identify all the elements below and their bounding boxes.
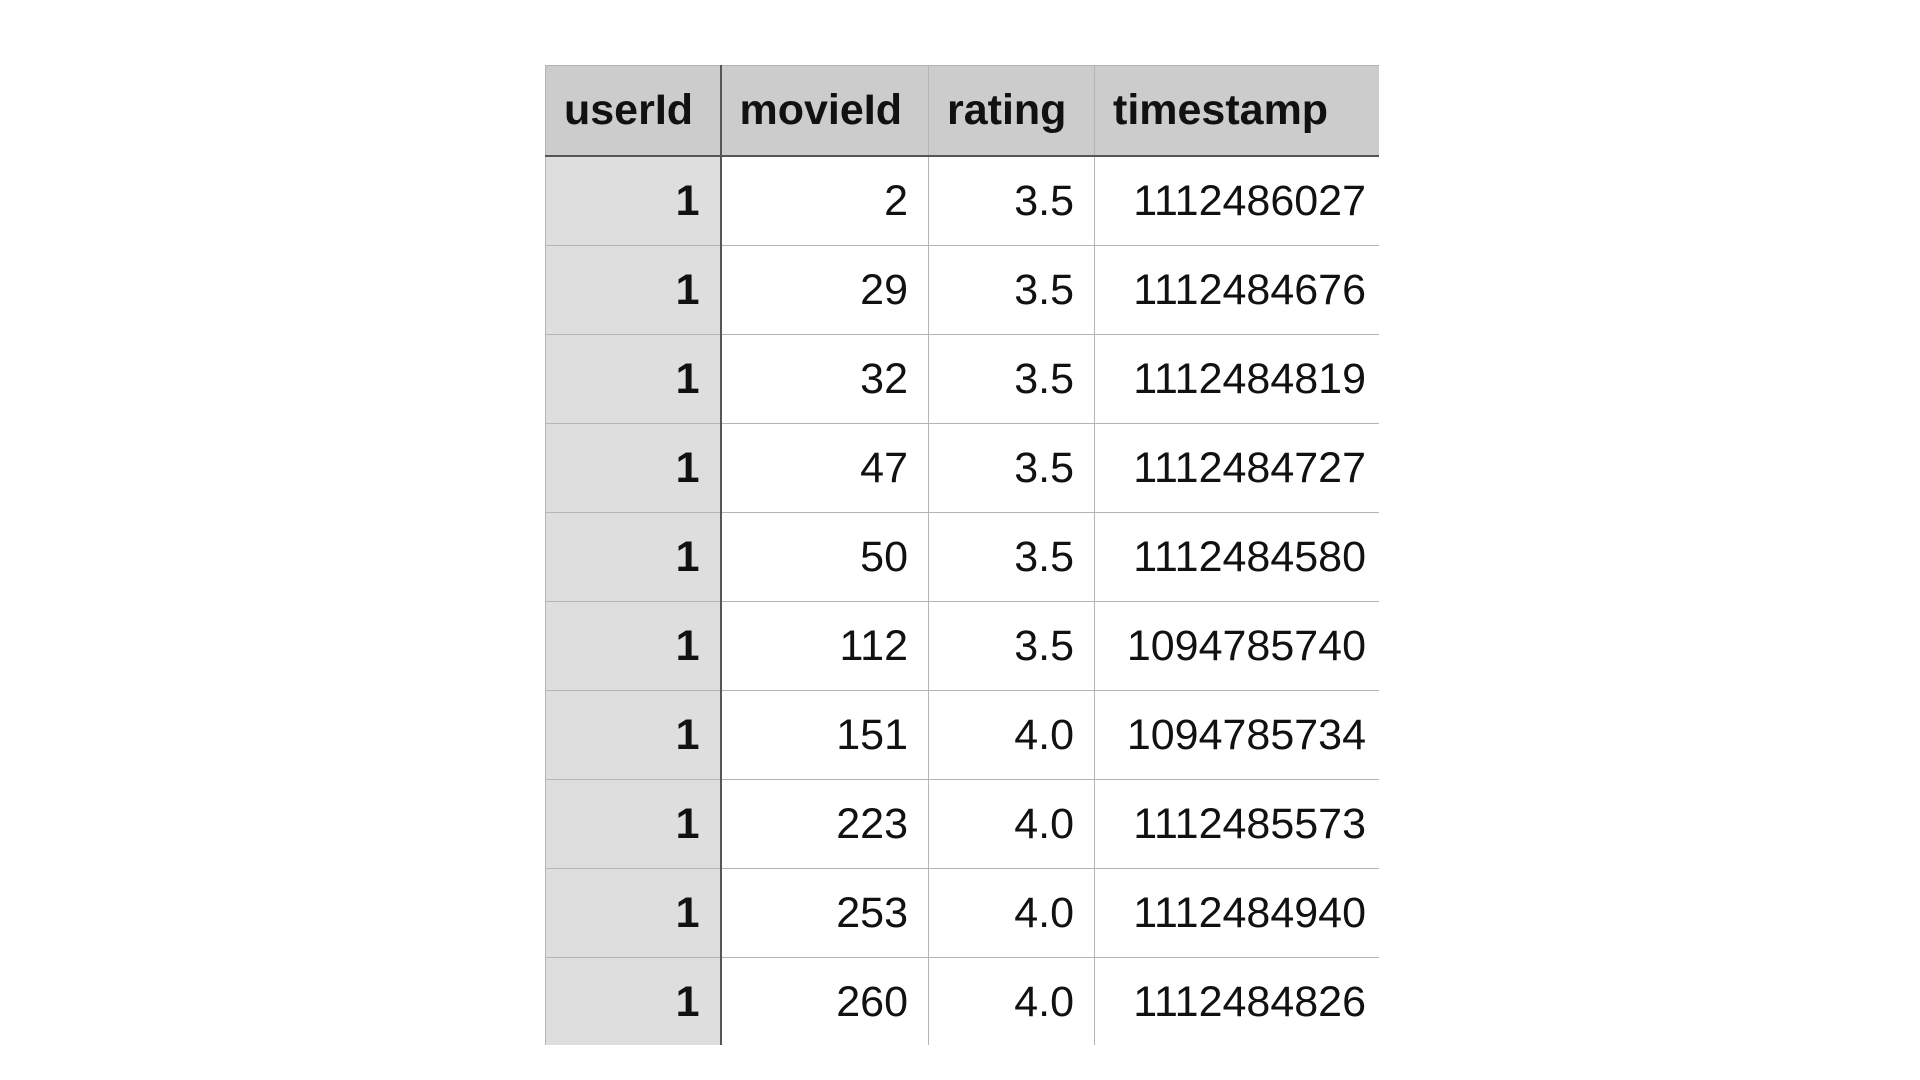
- cell-userid[interactable]: 1: [545, 512, 722, 602]
- cell-movieid[interactable]: 223: [720, 779, 929, 869]
- cell-timestamp[interactable]: 1112486027: [1094, 155, 1379, 246]
- cell-timestamp[interactable]: 1094785740: [1094, 601, 1379, 691]
- table-header: userId movieId rating timestamp: [545, 65, 1379, 157]
- cell-rating[interactable]: 4.0: [928, 690, 1095, 780]
- cell-timestamp[interactable]: 1112484826: [1094, 957, 1379, 1045]
- cell-userid[interactable]: 1: [545, 155, 722, 246]
- cell-timestamp[interactable]: 1112484580: [1094, 512, 1379, 602]
- cell-rating[interactable]: 4.0: [928, 779, 1095, 869]
- cell-userid[interactable]: 1: [545, 245, 722, 335]
- cell-userid[interactable]: 1: [545, 779, 722, 869]
- cell-userid[interactable]: 1: [545, 423, 722, 513]
- column-header-timestamp[interactable]: timestamp: [1094, 65, 1379, 157]
- cell-movieid[interactable]: 50: [720, 512, 929, 602]
- cell-timestamp[interactable]: 1112484676: [1094, 245, 1379, 335]
- cell-movieid[interactable]: 260: [720, 957, 929, 1045]
- cell-movieid[interactable]: 32: [720, 334, 929, 424]
- table-row: 1 253 4.0 1112484940: [545, 868, 1379, 958]
- cell-rating[interactable]: 3.5: [928, 245, 1095, 335]
- cell-movieid[interactable]: 2: [720, 155, 929, 246]
- table-row: 1 50 3.5 1112484580: [545, 512, 1379, 602]
- cell-rating[interactable]: 4.0: [928, 957, 1095, 1045]
- table-row: 1 29 3.5 1112484676: [545, 245, 1379, 335]
- cell-rating[interactable]: 3.5: [928, 423, 1095, 513]
- header-row: userId movieId rating timestamp: [545, 65, 1379, 157]
- cell-rating[interactable]: 3.5: [928, 512, 1095, 602]
- ratings-table: userId movieId rating timestamp 1 2 3.5 …: [545, 65, 1379, 1045]
- table-row: 1 260 4.0 1112484826: [545, 957, 1379, 1045]
- table-body: 1 2 3.5 1112486027 1 29 3.5 1112484676 1…: [545, 155, 1379, 1045]
- cell-rating[interactable]: 3.5: [928, 601, 1095, 691]
- cell-rating[interactable]: 4.0: [928, 868, 1095, 958]
- table-row: 1 47 3.5 1112484727: [545, 423, 1379, 513]
- cell-timestamp[interactable]: 1112484727: [1094, 423, 1379, 513]
- cell-rating[interactable]: 3.5: [928, 155, 1095, 246]
- column-header-movieid[interactable]: movieId: [720, 65, 929, 157]
- table-row: 1 223 4.0 1112485573: [545, 779, 1379, 869]
- cell-userid[interactable]: 1: [545, 868, 722, 958]
- cell-movieid[interactable]: 112: [720, 601, 929, 691]
- cell-movieid[interactable]: 253: [720, 868, 929, 958]
- column-header-rating[interactable]: rating: [928, 65, 1095, 157]
- cell-rating[interactable]: 3.5: [928, 334, 1095, 424]
- cell-timestamp[interactable]: 1112484819: [1094, 334, 1379, 424]
- table-row: 1 2 3.5 1112486027: [545, 155, 1379, 246]
- cell-timestamp[interactable]: 1112484940: [1094, 868, 1379, 958]
- cell-timestamp[interactable]: 1094785734: [1094, 690, 1379, 780]
- column-header-userid[interactable]: userId: [545, 65, 722, 157]
- ratings-table-container: userId movieId rating timestamp 1 2 3.5 …: [545, 65, 1379, 1045]
- cell-movieid[interactable]: 47: [720, 423, 929, 513]
- cell-movieid[interactable]: 151: [720, 690, 929, 780]
- cell-movieid[interactable]: 29: [720, 245, 929, 335]
- cell-userid[interactable]: 1: [545, 690, 722, 780]
- cell-userid[interactable]: 1: [545, 334, 722, 424]
- table-row: 1 151 4.0 1094785734: [545, 690, 1379, 780]
- cell-userid[interactable]: 1: [545, 601, 722, 691]
- cell-timestamp[interactable]: 1112485573: [1094, 779, 1379, 869]
- table-row: 1 112 3.5 1094785740: [545, 601, 1379, 691]
- table-row: 1 32 3.5 1112484819: [545, 334, 1379, 424]
- cell-userid[interactable]: 1: [545, 957, 722, 1045]
